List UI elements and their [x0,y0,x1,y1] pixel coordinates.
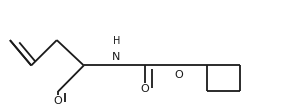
Text: H: H [113,36,120,46]
Text: O: O [141,84,149,94]
Text: N: N [112,52,121,62]
Text: O: O [175,70,183,80]
Text: O: O [54,96,62,106]
